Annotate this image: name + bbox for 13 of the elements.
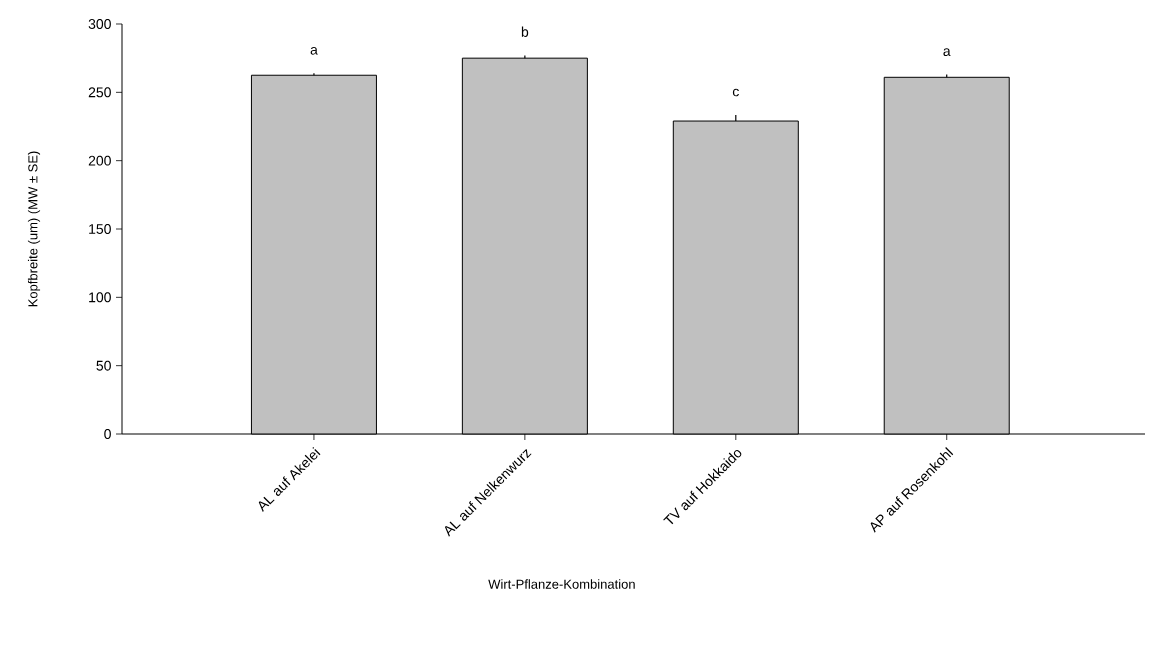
y-tick-label: 200 [88,155,111,166]
y-tick-label: 250 [88,87,111,98]
x-axis-title: Wirt-Pflanze-Kombination [488,579,635,589]
annotation: c [732,88,739,97]
annotation: a [943,48,951,57]
y-tick-label: 150 [89,224,111,234]
y-tick-label: 0 [104,429,111,439]
annotation: b [521,26,529,37]
annotation: a [310,47,318,55]
y-axis-title: Kopfbreite (um) (MW ± SE) [27,151,41,307]
y-tick-label: 100 [89,292,111,303]
y-tick-label: 300 [88,19,111,29]
y-tick-label: 50 [96,360,111,371]
